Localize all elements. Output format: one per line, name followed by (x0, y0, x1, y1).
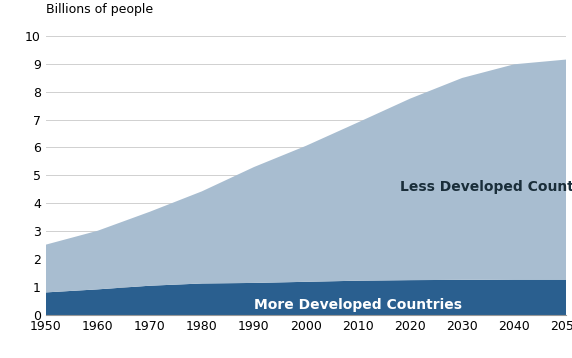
Text: Less Developed Countries: Less Developed Countries (400, 180, 572, 194)
Text: Billions of people: Billions of people (46, 3, 153, 16)
Text: More Developed Countries: More Developed Countries (254, 298, 462, 312)
